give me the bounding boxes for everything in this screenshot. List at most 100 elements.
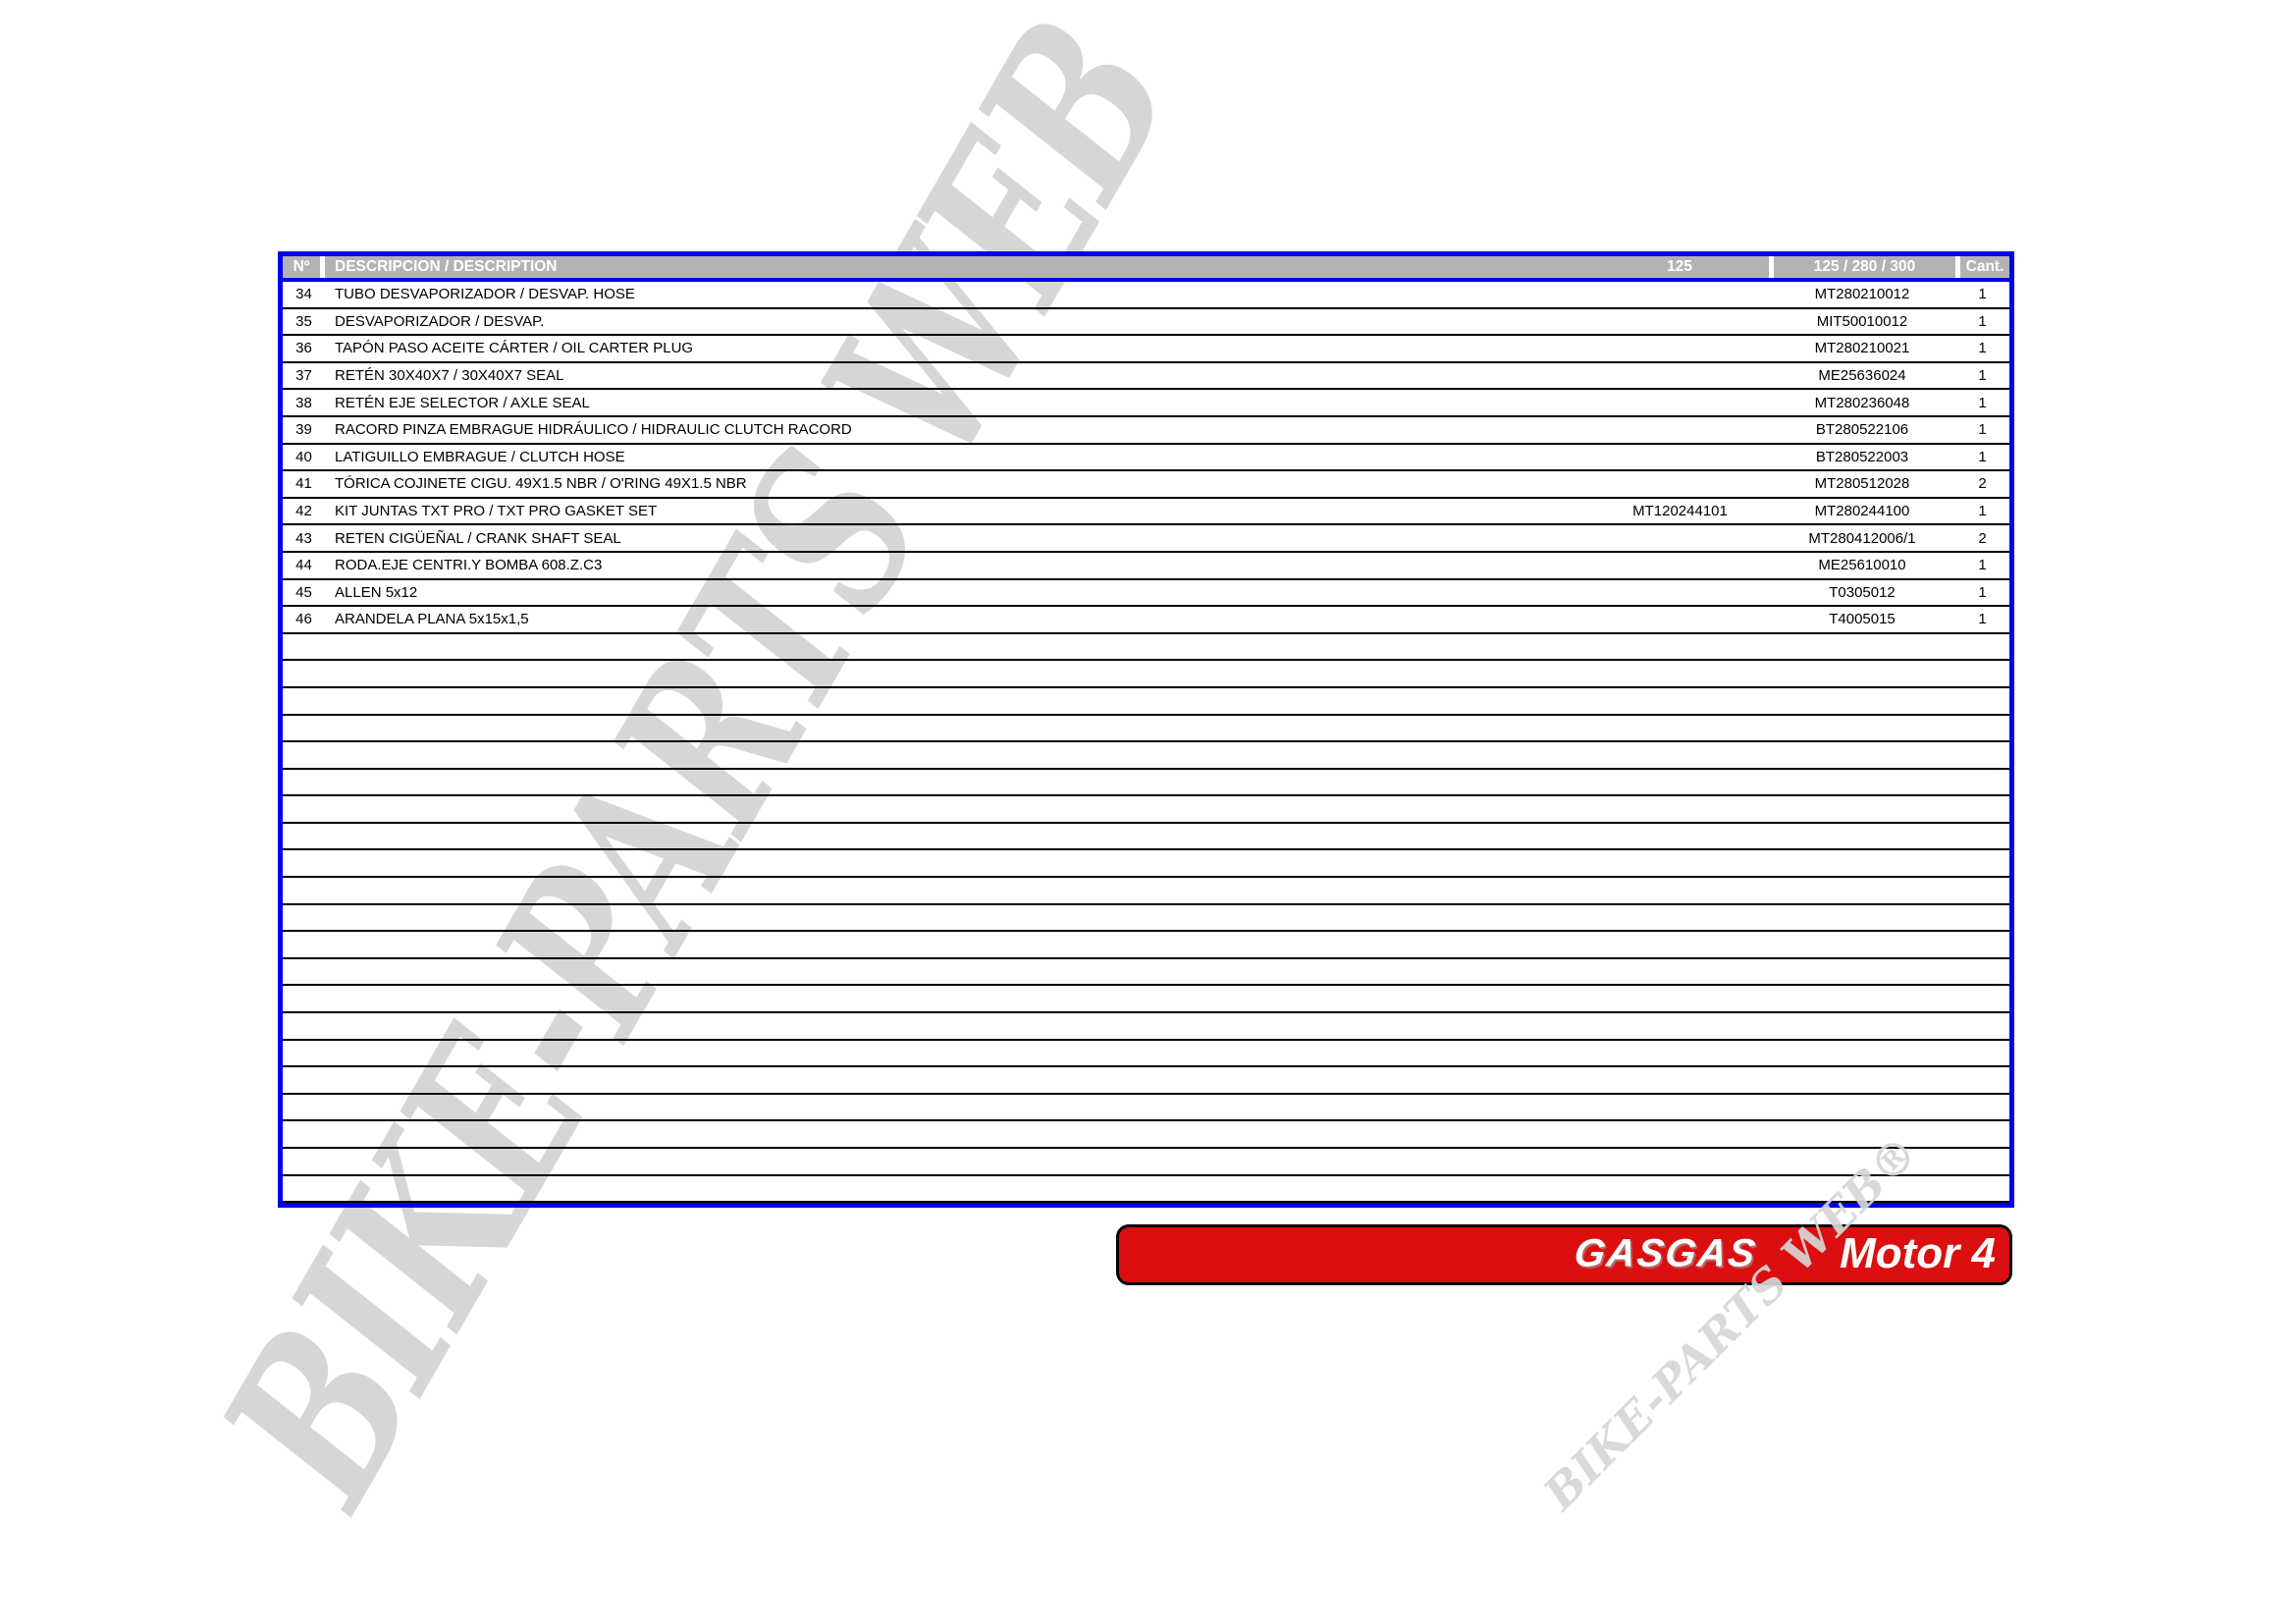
table-row: 44 RODA.EJE CENTRI.Y BOMBA 608.Z.C3 ME2561… [283, 553, 2009, 580]
row-description: RETEN CIGÜEÑAL / CRANK SHAFT SEAL [335, 529, 621, 547]
table-header-row: Nº DESCRIPCION / DESCRIPTION 125 125 / 2… [283, 256, 2009, 282]
table-row-empty [283, 1013, 2009, 1041]
table-row-empty [283, 878, 2009, 905]
table-row-empty [283, 932, 2009, 959]
table-row: 34 TUBO DESVAPORIZADOR / DESVAP. HOSE MT28… [283, 282, 2009, 309]
row-number: 41 [295, 475, 312, 493]
table-row-empty [283, 716, 2009, 743]
row-description: KIT JUNTAS TXT PRO / TXT PRO GASKET SET [335, 503, 658, 520]
header-num: Nº [283, 256, 320, 278]
table-row-empty [283, 1095, 2009, 1122]
row-quantity: 1 [1978, 312, 1987, 330]
table-row-empty [283, 1067, 2009, 1095]
row-description: RETÉN EJE SELECTOR / AXLE SEAL [335, 394, 590, 411]
row-number: 40 [295, 448, 312, 465]
row-quantity: 2 [1978, 475, 1987, 493]
row-quantity: 1 [1978, 557, 1987, 574]
header-125: 125 [1667, 258, 1692, 275]
table-row-empty [283, 796, 2009, 824]
row-part-125-280-300: BT280522106 [1815, 421, 1909, 439]
row-quantity: 1 [1978, 611, 1987, 628]
row-quantity: 1 [1978, 503, 1987, 520]
row-description: RACORD PINZA EMBRAGUE HIDRÁULICO / HIDRA… [335, 421, 852, 439]
row-number: 45 [295, 583, 312, 601]
table-row: 46 ARANDELA PLANA 5x15x1,5 T4005015 1 [283, 607, 2009, 634]
row-number: 38 [295, 394, 312, 411]
table-row: 36 TAPÓN PASO ACEITE CÁRTER / OIL CARTER … [283, 336, 2009, 363]
table-row-empty [283, 1176, 2009, 1204]
row-description: ALLEN 5x12 [335, 583, 418, 601]
table-row-empty [283, 959, 2009, 987]
row-part-125-280-300: MT280210021 [1814, 340, 1910, 357]
row-description: TUBO DESVAPORIZADOR / DESVAP. HOSE [335, 286, 635, 303]
row-number: 44 [295, 557, 312, 574]
motor-label: Motor 4 [1840, 1229, 1996, 1277]
row-description: DESVAPORIZADOR / DESVAP. [335, 312, 545, 330]
header-description: DESCRIPCION / DESCRIPTION 125 [325, 256, 1769, 278]
row-description: ARANDELA PLANA 5x15x1,5 [335, 611, 529, 628]
row-number: 35 [295, 312, 312, 330]
row-description: RETÉN 30X40X7 / 30X40X7 SEAL [335, 367, 564, 385]
table-row-empty [283, 1121, 2009, 1149]
row-quantity: 1 [1978, 394, 1987, 411]
row-number: 39 [295, 421, 312, 439]
table-body: 34 TUBO DESVAPORIZADOR / DESVAP. HOSE MT28… [283, 282, 2009, 1204]
row-part-125-280-300: ME25610010 [1818, 557, 1906, 574]
row-part-125-280-300: BT280522003 [1815, 448, 1909, 465]
table-row: 40 LATIGUILLO EMBRAGUE / CLUTCH HOSE BT280… [283, 445, 2009, 472]
row-part-125-280-300: T4005015 [1829, 611, 1896, 628]
table-row-empty [283, 1149, 2009, 1176]
table-row: 38 RETÉN EJE SELECTOR / AXLE SEAL MT280236… [283, 390, 2009, 417]
row-description: LATIGUILLO EMBRAGUE / CLUTCH HOSE [335, 448, 625, 465]
row-quantity: 1 [1978, 421, 1987, 439]
table-row: 37 RETÉN 30X40X7 / 30X40X7 SEAL ME25636024… [283, 363, 2009, 391]
table-row-empty [283, 770, 2009, 797]
row-quantity: 1 [1978, 367, 1987, 385]
row-number: 36 [295, 340, 312, 357]
header-125-280-300: 125 / 280 / 300 [1774, 256, 1955, 278]
row-quantity: 1 [1978, 448, 1987, 465]
header-cant: Cant. [1960, 256, 2009, 278]
row-quantity: 1 [1978, 583, 1987, 601]
table-row: 43 RETEN CIGÜEÑAL / CRANK SHAFT SEAL MT280… [283, 525, 2009, 553]
row-part-125-280-300: MT280210012 [1814, 286, 1910, 303]
row-part-125-280-300: MIT50010012 [1816, 312, 1908, 330]
table-row: 39 RACORD PINZA EMBRAGUE HIDRÁULICO / HID… [283, 417, 2009, 445]
table-row: 41 TÓRICA COJINETE CIGU. 49X1.5 NBR / O'R… [283, 471, 2009, 499]
table-row: 42 KIT JUNTAS TXT PRO / TXT PRO GASKET SE… [283, 499, 2009, 526]
row-part-125-280-300: MT280244100 [1814, 503, 1910, 520]
parts-table: Nº DESCRIPCION / DESCRIPTION 125 125 / 2… [278, 251, 2014, 1208]
row-quantity: 2 [1978, 529, 1987, 547]
header-description-label: DESCRIPCION / DESCRIPTION [335, 258, 558, 275]
row-part-125-280-300: ME25636024 [1818, 367, 1906, 385]
row-part-125: MT120244101 [1632, 503, 1728, 520]
table-row-empty [283, 1041, 2009, 1068]
table-row-empty [283, 986, 2009, 1014]
row-number: 34 [295, 286, 312, 303]
table-row-empty [283, 905, 2009, 933]
row-number: 37 [295, 367, 312, 385]
row-part-125-280-300: MT280412006/1 [1808, 529, 1916, 547]
table-row-empty [283, 634, 2009, 662]
row-number: 43 [295, 529, 312, 547]
row-quantity: 1 [1978, 340, 1987, 357]
row-description: RODA.EJE CENTRI.Y BOMBA 608.Z.C3 [335, 557, 603, 574]
table-row-empty [283, 742, 2009, 770]
row-description: TÓRICA COJINETE CIGU. 49X1.5 NBR / O'RIN… [335, 475, 747, 493]
brand-banner: GASGAS Motor 4 [1116, 1224, 2012, 1285]
row-part-125-280-300: MT280512028 [1814, 475, 1910, 493]
gasgas-logo: GASGAS [1571, 1231, 1760, 1275]
row-part-125-280-300: T0305012 [1829, 583, 1896, 601]
row-number: 42 [295, 503, 312, 520]
table-row-empty [283, 850, 2009, 879]
row-quantity: 1 [1978, 286, 1987, 303]
table-row-empty [283, 688, 2009, 716]
table-row-empty [283, 824, 2009, 851]
table-row: 45 ALLEN 5x12 T0305012 1 [283, 580, 2009, 608]
row-part-125-280-300: MT280236048 [1814, 394, 1910, 411]
table-row: 35 DESVAPORIZADOR / DESVAP. MIT50010012 1 [283, 309, 2009, 337]
table-row-empty [283, 661, 2009, 688]
row-description: TAPÓN PASO ACEITE CÁRTER / OIL CARTER PL… [335, 340, 694, 357]
row-number: 46 [295, 611, 312, 628]
